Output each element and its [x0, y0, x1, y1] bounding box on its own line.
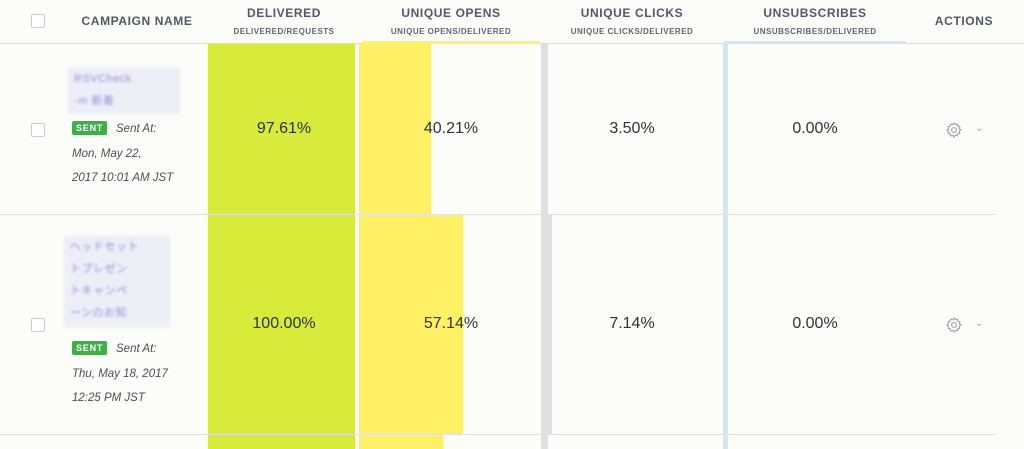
header-unique-opens[interactable]: UNIQUE OPENS UNIQUE OPENS/DELIVERED — [362, 6, 540, 36]
row-divider — [0, 214, 996, 215]
sent-at-label: Sent At: — [116, 123, 157, 135]
header-unsubscribes[interactable]: UNSUBSCRIBES UNSUBSCRIBES/DELIVERED — [724, 6, 906, 36]
delivered-bar — [208, 44, 358, 449]
campaign-name[interactable]: RSVCheck -m 新着 — [68, 68, 180, 114]
unique-clicks-heading: UNIQUE CLICKS — [580, 6, 684, 20]
status-badge: SENT — [72, 121, 108, 135]
unsubscribes-heading: UNSUBSCRIBES — [763, 6, 867, 20]
header-actions: ACTIONS — [926, 14, 1002, 28]
unique-clicks-value: 7.14% — [609, 315, 655, 332]
opens-header-underline — [362, 41, 540, 44]
unique-opens-bar-row-1 — [359, 44, 431, 215]
campaign-name-line: ヘッドセット — [70, 241, 139, 253]
campaign-name[interactable]: ヘッドセット トプレゼン トキャンペ ーンのお知 — [64, 236, 170, 328]
chevron-down-icon[interactable]: ⌄ — [975, 318, 984, 329]
campaign-name-line: ーンのお知 — [70, 307, 127, 319]
unsubscribes-header-underline — [724, 41, 906, 44]
unique-clicks-bar-row-2 — [541, 215, 552, 434]
unsubscribes-value: 0.00% — [792, 315, 838, 332]
unsubscribes-value: 0.00% — [792, 120, 838, 137]
sent-date: Mon, May 22, — [72, 148, 142, 160]
table-header: CAMPAIGN NAME DELIVERED DELIVERED/REQUES… — [0, 0, 1024, 44]
campaign-name-line: トプレゼン — [70, 263, 128, 275]
campaign-name-line: -m 新着 — [74, 95, 115, 107]
delivered-heading: DELIVERED — [246, 6, 322, 20]
status-badge: SENT — [72, 341, 108, 355]
campaign-name-line: トキャンペ — [70, 285, 128, 297]
row-divider — [0, 434, 996, 435]
unique-clicks-subheading: UNIQUE CLICKS/DELIVERED — [570, 27, 694, 36]
campaign-name-line: RSVCheck — [74, 73, 132, 85]
delivered-subheading: DELIVERED/REQUESTS — [233, 27, 335, 36]
actions-heading: ACTIONS — [934, 14, 994, 28]
campaign-name-heading: CAMPAIGN NAME — [81, 14, 193, 28]
sent-date: Thu, May 18, 2017 — [72, 368, 168, 380]
row-checkbox[interactable] — [31, 123, 45, 137]
unique-opens-value: 40.21% — [423, 120, 479, 137]
header-campaign-name[interactable]: CAMPAIGN NAME — [72, 14, 202, 28]
unique-opens-heading: UNIQUE OPENS — [401, 6, 501, 20]
delivered-value: 97.61% — [256, 120, 312, 137]
unique-opens-bar-row-3 — [359, 434, 443, 449]
row-checkbox[interactable] — [31, 318, 45, 332]
unsubscribes-bar — [723, 44, 728, 449]
delivered-value: 100.00% — [252, 315, 316, 332]
header-delivered[interactable]: DELIVERED DELIVERED/REQUESTS — [210, 6, 358, 36]
delivered-bar-gap — [355, 44, 359, 449]
sent-time: 12:25 PM JST — [72, 392, 145, 404]
unique-clicks-value: 3.50% — [609, 120, 655, 137]
gear-icon[interactable] — [945, 121, 963, 139]
unique-opens-value: 57.14% — [423, 315, 479, 332]
select-all-checkbox[interactable] — [31, 14, 45, 28]
unsubscribes-subheading: UNSUBSCRIBES/DELIVERED — [753, 27, 877, 36]
sent-at-label: Sent At: — [116, 343, 157, 355]
unique-opens-bar-row-2 — [359, 215, 463, 434]
gear-icon[interactable] — [945, 316, 963, 334]
header-unique-clicks[interactable]: UNIQUE CLICKS UNIQUE CLICKS/DELIVERED — [542, 6, 722, 36]
unique-opens-subheading: UNIQUE OPENS/DELIVERED — [390, 27, 512, 36]
sent-time: 2017 10:01 AM JST — [72, 172, 174, 184]
chevron-down-icon[interactable]: ⌄ — [975, 123, 984, 134]
